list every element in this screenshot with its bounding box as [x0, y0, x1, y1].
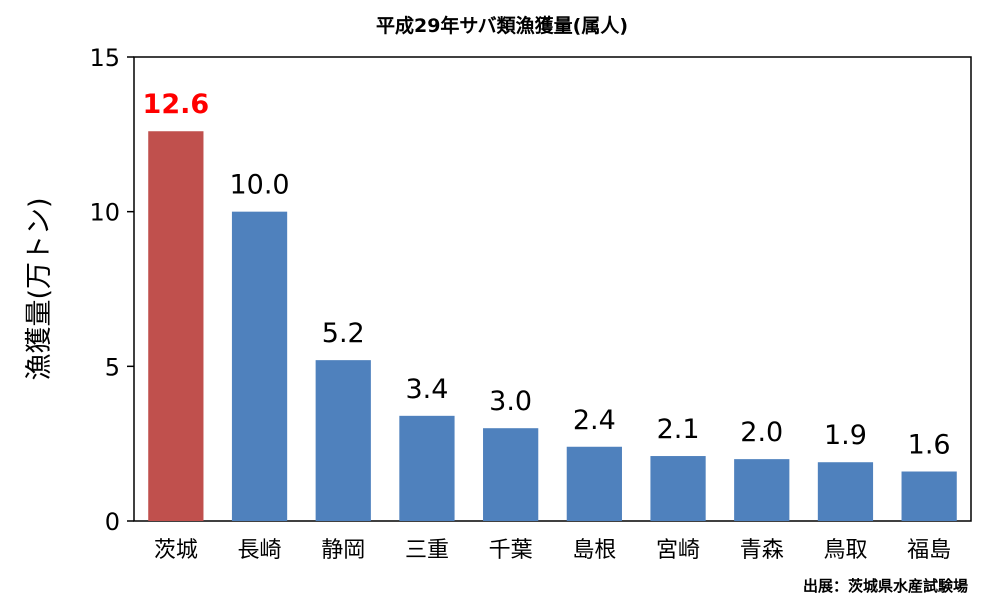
bars: [148, 131, 957, 522]
bar: [483, 428, 539, 521]
bar: [901, 471, 957, 521]
category-label: 三重: [405, 538, 449, 563]
value-label: 2.0: [740, 417, 783, 448]
bar: [566, 446, 622, 521]
value-label: 3.4: [405, 374, 448, 405]
source-note: 出展：茨城県水産試験場: [803, 577, 968, 595]
value-label: 2.4: [573, 405, 616, 436]
y-tick-label: 15: [89, 44, 120, 72]
y-tick-label: 5: [105, 353, 120, 381]
value-label: 1.9: [824, 420, 867, 451]
value-label: 12.6: [143, 89, 210, 120]
category-label: 静岡: [321, 538, 365, 563]
chart-title: 平成29年サバ類漁獲量(属人): [376, 14, 628, 37]
category-label: 福島: [907, 538, 951, 563]
value-label: 2.1: [657, 414, 700, 445]
category-label: 茨城: [154, 538, 198, 563]
value-label: 3.0: [489, 386, 532, 417]
category-label: 島根: [572, 538, 616, 563]
y-axis-label: 漁獲量(万トン): [24, 197, 55, 380]
value-label: 1.6: [908, 430, 951, 461]
bar: [399, 415, 455, 521]
bar: [817, 462, 874, 521]
plot-frame: [133, 56, 972, 522]
category-label: 宮崎: [656, 538, 700, 563]
value-label: 10.0: [229, 170, 289, 201]
value-label: 5.2: [322, 318, 365, 349]
bar: [315, 360, 371, 521]
category-labels: 茨城 長崎 静岡 三重 千葉 島根 宮崎 青森 鳥取 福島: [154, 538, 951, 563]
category-label: 青森: [740, 538, 784, 563]
bar: [734, 459, 790, 521]
y-tick-label: 0: [105, 508, 120, 536]
bar: [650, 456, 706, 521]
category-label: 鳥取: [823, 538, 867, 563]
value-labels: 12.6 10.0 5.2 3.4 3.0 2.4 2.1 2.0 1.9 1.6: [143, 89, 951, 460]
category-label: 千葉: [489, 538, 533, 563]
bar: [148, 131, 204, 522]
bar: [231, 211, 288, 521]
y-axis-ticks: 0 5 10 15: [89, 44, 134, 536]
category-label: 長崎: [238, 538, 282, 563]
y-tick-label: 10: [89, 199, 120, 227]
